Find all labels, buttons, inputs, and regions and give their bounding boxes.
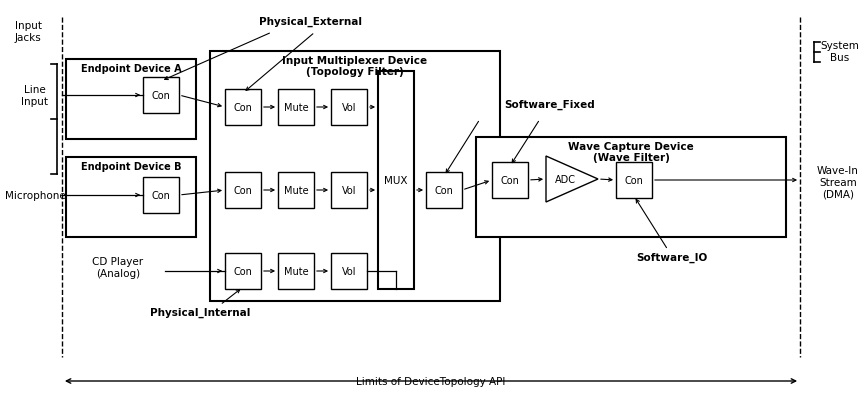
Bar: [426, 173, 462, 209]
Text: Con: Con: [233, 103, 252, 113]
Text: MUX: MUX: [384, 175, 408, 185]
Text: Line
Input: Line Input: [22, 85, 48, 107]
Text: Limits of DeviceTopology API: Limits of DeviceTopology API: [356, 376, 505, 386]
Text: Mute: Mute: [283, 185, 308, 196]
Bar: [225, 90, 261, 126]
Text: Physical_External: Physical_External: [258, 17, 361, 27]
Text: Endpoint Device A: Endpoint Device A: [80, 64, 181, 74]
Bar: [210, 52, 500, 301]
Text: Con: Con: [625, 175, 644, 185]
Text: Con: Con: [151, 91, 170, 101]
Bar: [225, 173, 261, 209]
Text: Vol: Vol: [342, 266, 356, 276]
Text: Con: Con: [500, 175, 519, 185]
Bar: [476, 138, 786, 237]
Text: ADC: ADC: [556, 175, 576, 185]
Text: Input
Jacks: Input Jacks: [15, 21, 41, 43]
Text: Microphone: Microphone: [4, 190, 66, 200]
Text: Mute: Mute: [283, 103, 308, 113]
Bar: [616, 162, 652, 198]
Bar: [143, 78, 179, 114]
Bar: [66, 60, 196, 140]
Bar: [331, 254, 367, 289]
Text: Vol: Vol: [342, 185, 356, 196]
Text: Con: Con: [233, 185, 252, 196]
Bar: [492, 162, 528, 198]
Bar: [66, 158, 196, 237]
Text: CD Player
(Analog): CD Player (Analog): [92, 256, 143, 278]
Text: Mute: Mute: [283, 266, 308, 276]
Text: Software_Fixed: Software_Fixed: [505, 100, 595, 110]
Text: Con: Con: [435, 185, 454, 196]
Text: Wave Capture Device: Wave Capture Device: [569, 142, 694, 151]
Text: Endpoint Device B: Endpoint Device B: [80, 162, 181, 172]
Bar: [278, 90, 314, 126]
Text: Physical_Internal: Physical_Internal: [149, 307, 251, 318]
Bar: [278, 254, 314, 289]
Text: Wave-In
Stream
(DMA): Wave-In Stream (DMA): [817, 166, 859, 199]
Text: System
Bus: System Bus: [821, 41, 860, 63]
Bar: [378, 72, 414, 289]
Bar: [331, 173, 367, 209]
Text: Con: Con: [151, 190, 170, 200]
Text: Con: Con: [233, 266, 252, 276]
Text: Software_IO: Software_IO: [637, 252, 708, 262]
Bar: [278, 173, 314, 209]
Bar: [331, 90, 367, 126]
Text: Input Multiplexer Device: Input Multiplexer Device: [283, 56, 428, 66]
Text: Vol: Vol: [342, 103, 356, 113]
Text: (Wave Filter): (Wave Filter): [593, 153, 670, 162]
Text: (Topology Filter): (Topology Filter): [306, 67, 403, 77]
Bar: [143, 177, 179, 213]
Bar: [225, 254, 261, 289]
